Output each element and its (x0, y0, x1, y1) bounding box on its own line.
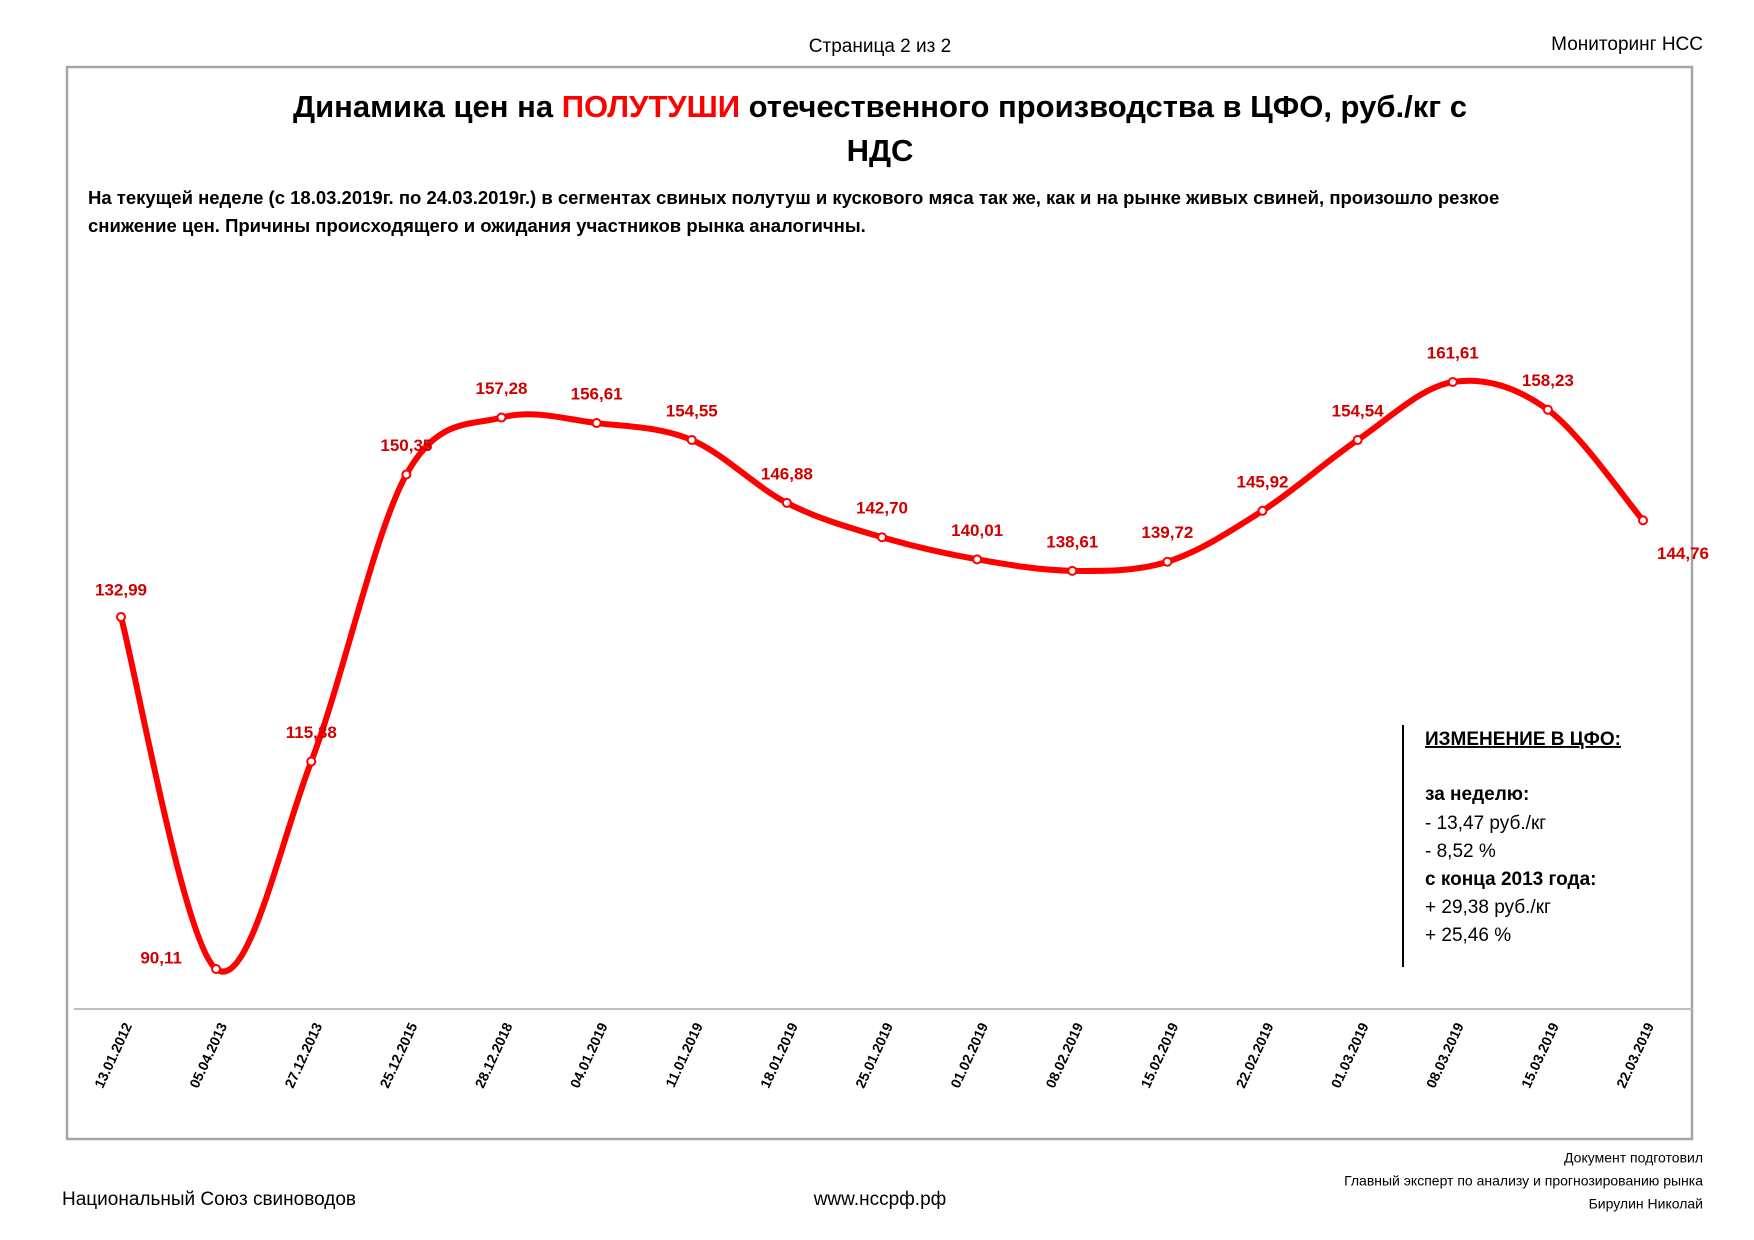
point (1542, 404, 1553, 415)
chart-title: Динамика цен на ПОЛУТУШИ отечественного … (293, 89, 1467, 124)
line (118, 377, 1646, 975)
x-tick-label: 25.01.2019 (852, 1020, 896, 1090)
footer-org: Национальный Союз свиноводов (62, 1189, 356, 1210)
point (496, 412, 507, 423)
x-tick-label: 11.01.2019 (662, 1020, 706, 1090)
point (686, 434, 697, 445)
data-label: 154,54 (1332, 402, 1385, 421)
box-value: + 29,38 руб./кг (1425, 897, 1551, 918)
data-label: 156,61 (571, 385, 623, 404)
point (1162, 556, 1173, 567)
title-highlight: ПОЛУТУШИ (562, 89, 740, 124)
description: снижение цен. Причины происходящего и ож… (88, 215, 866, 236)
box-value: + 25,46 % (1425, 925, 1511, 946)
x-tick-label: 05.04.2013 (186, 1020, 230, 1090)
data-label: 157,28 (476, 379, 528, 398)
point (401, 469, 412, 480)
data-label: 139,72 (1141, 523, 1193, 542)
data-label: 115,38 (286, 723, 337, 742)
x-tick-label: 08.03.2019 (1423, 1020, 1467, 1090)
data-label: 146,88 (761, 464, 813, 483)
data-label: 90,11 (140, 948, 182, 967)
data-label: 161,61 (1427, 343, 1479, 362)
page-number: Страница 2 из 2 (809, 36, 951, 57)
data-label: 158,23 (1522, 371, 1574, 390)
data-label: 142,70 (856, 499, 908, 518)
box-label: с конца 2013 года: (1425, 869, 1596, 890)
x-tick-label: 01.03.2019 (1328, 1020, 1372, 1090)
point (1257, 505, 1268, 516)
point (781, 497, 792, 508)
x-tick-label: 18.01.2019 (757, 1020, 801, 1090)
box-label: за неделю: (1425, 784, 1529, 805)
footer-site: www.нсcрф.рф (813, 1189, 947, 1210)
footer-note: Бирулин Николай (1589, 1196, 1703, 1212)
point (306, 756, 317, 767)
description: На текущей неделе (с 18.03.2019г. по 24.… (88, 187, 1499, 208)
footer-note: Документ подготовил (1564, 1150, 1703, 1166)
data-label: 154,55 (666, 401, 718, 420)
x-tick-label: 01.02.2019 (947, 1020, 991, 1090)
data-label: 132,99 (95, 580, 147, 599)
x-tick-label: 22.02.2019 (1232, 1020, 1276, 1090)
point (877, 532, 887, 543)
chart-title-line2: НДС (847, 133, 914, 168)
point (1352, 435, 1363, 446)
frame (65, 65, 1694, 1141)
data-label: 150,35 (380, 436, 432, 455)
box-value: - 13,47 руб./кг (1425, 813, 1546, 834)
x-tick-label: 15.02.2019 (1137, 1020, 1181, 1090)
point (1638, 515, 1648, 526)
title-part: отечественного производства в ЦФО, руб./… (740, 89, 1467, 124)
data-label: 144,76 (1657, 544, 1709, 563)
x-tick-label: 08.02.2019 (1042, 1020, 1086, 1090)
x-tick-label: 04.01.2019 (567, 1020, 611, 1090)
box-value: - 8,52 % (1425, 841, 1496, 862)
point (1447, 377, 1458, 387)
data-label: 145,92 (1237, 472, 1289, 491)
title-part: Динамика цен на (293, 89, 562, 124)
x-tick-label: 15.03.2019 (1518, 1020, 1562, 1090)
x-tick-label: 25.12.2015 (376, 1020, 420, 1090)
point (116, 611, 126, 622)
point (1067, 565, 1078, 576)
point (972, 554, 983, 565)
data-label: 138,61 (1046, 532, 1098, 551)
x-tick-label: 22.03.2019 (1613, 1020, 1657, 1090)
point (211, 964, 222, 974)
data-label: 140,01 (951, 521, 1003, 540)
box-heading: ИЗМЕНЕНИЕ В ЦФО: (1425, 729, 1621, 750)
brand: Мониторинг НСС (1551, 34, 1703, 55)
footer-note: Главный эксперт по анализу и прогнозиров… (1344, 1173, 1703, 1189)
x-tick-label: 27.12.2013 (281, 1020, 325, 1090)
point (591, 418, 602, 429)
x-tick-label: 13.01.2012 (91, 1020, 135, 1090)
x-tick-label: 28.12.2018 (471, 1020, 515, 1090)
